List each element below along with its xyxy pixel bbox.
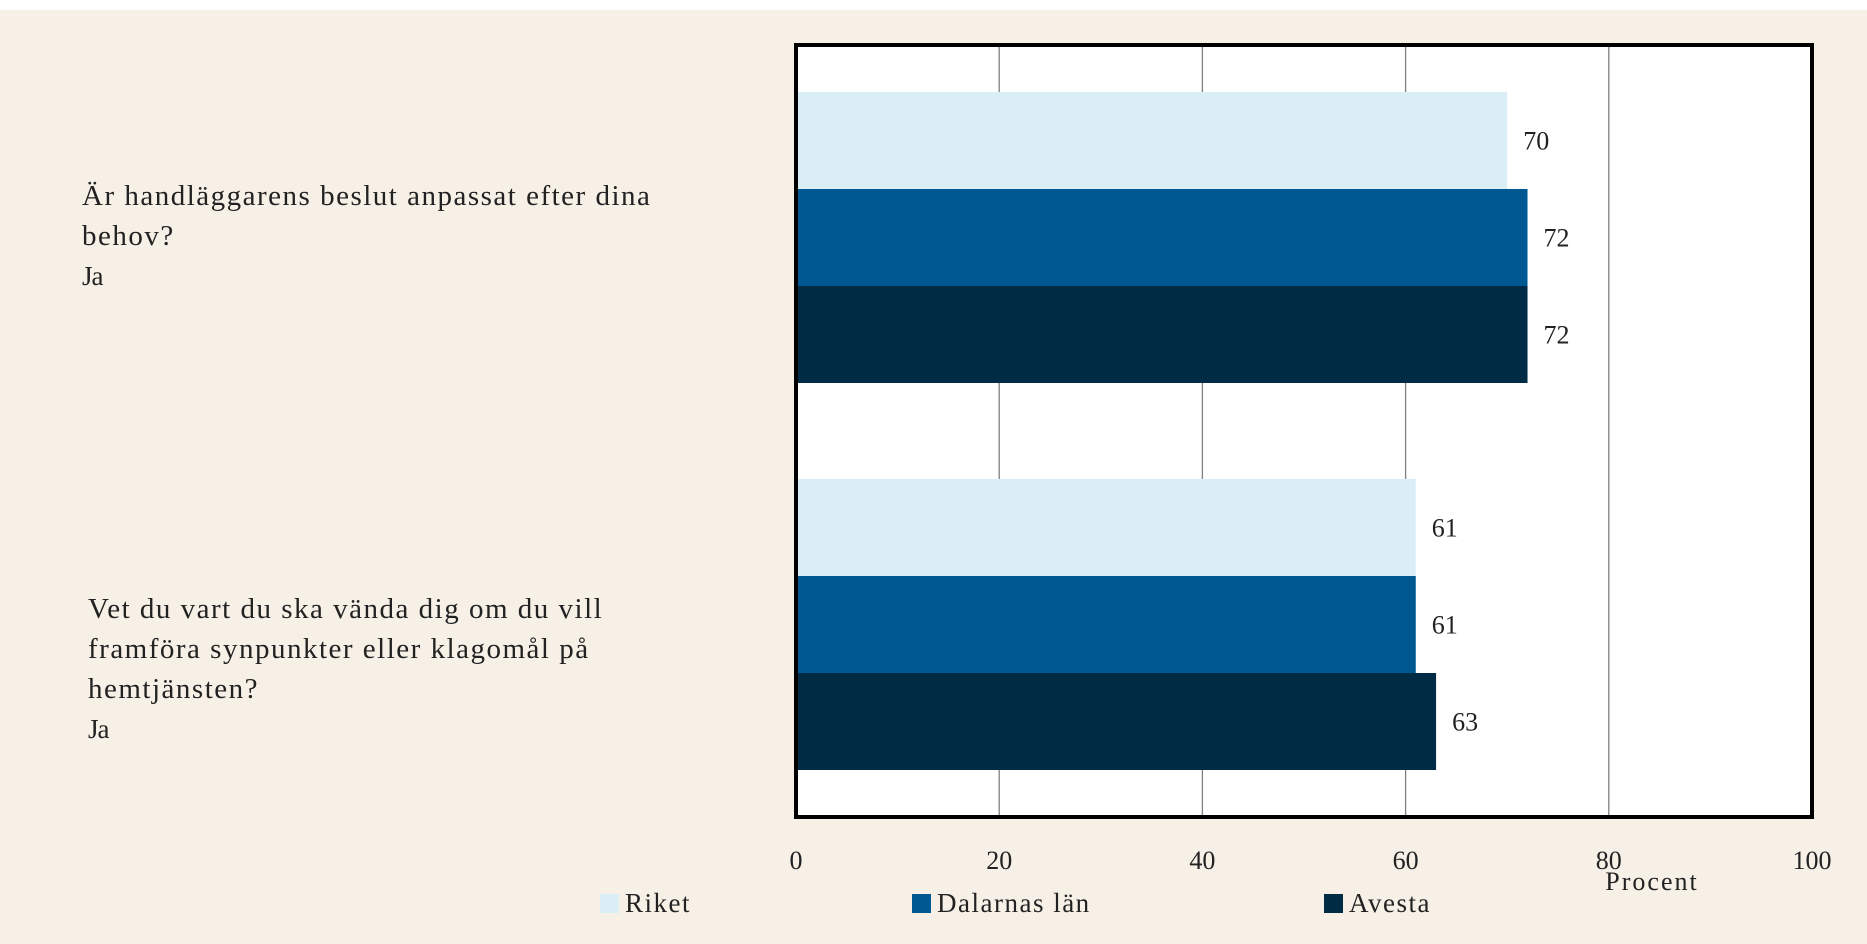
- x-tick-labels: 0 20 40 60 80 100: [790, 846, 1832, 875]
- legend-swatch-riket: [600, 894, 619, 913]
- bars: [796, 92, 1528, 770]
- legend-item-avesta: Avesta: [1324, 888, 1431, 919]
- data-label: 61: [1432, 611, 1458, 640]
- category-label-1: Är handläggarens beslut anpassat efter d…: [82, 176, 702, 296]
- x-tick-label: 40: [1189, 846, 1215, 875]
- data-label: 72: [1544, 321, 1570, 350]
- category-question-1: Är handläggarens beslut anpassat efter d…: [82, 180, 652, 252]
- data-label: 70: [1523, 127, 1549, 156]
- legend-swatch-dalarnas-lan: [912, 894, 931, 913]
- plot-frame: [794, 43, 1814, 819]
- x-axis-label: Procent: [1605, 867, 1698, 896]
- bar: [796, 479, 1416, 576]
- category-question-2: Vet du vart du ska vända dig om du vill …: [88, 593, 604, 705]
- x-tick-label: 80: [1596, 846, 1622, 875]
- bar: [796, 576, 1416, 673]
- x-tick-label: 20: [986, 846, 1012, 875]
- legend-label-dalarnas-lan: Dalarnas län: [937, 888, 1091, 918]
- category-answer-1: Ja: [82, 261, 104, 291]
- value-labels: 70 72 72 61 61 63: [1432, 127, 1570, 737]
- data-label: 63: [1452, 708, 1478, 737]
- legend-item-dalarnas-lan: Dalarnas län: [912, 888, 1091, 919]
- bar: [796, 286, 1528, 383]
- x-tick-label: 60: [1393, 846, 1419, 875]
- category-label-2: Vet du vart du ska vända dig om du vill …: [88, 589, 708, 749]
- category-answer-2: Ja: [88, 714, 110, 744]
- legend-item-riket: Riket: [600, 888, 691, 919]
- x-tick-label: 100: [1793, 846, 1832, 875]
- legend-swatch-avesta: [1324, 894, 1343, 913]
- legend-label-avesta: Avesta: [1349, 888, 1431, 918]
- bar: [796, 92, 1508, 189]
- data-label: 61: [1432, 514, 1458, 543]
- legend-label-riket: Riket: [625, 888, 691, 918]
- x-tick-label: 0: [790, 846, 803, 875]
- bar: [796, 673, 1437, 770]
- data-label: 72: [1544, 224, 1570, 253]
- bar: [796, 189, 1528, 286]
